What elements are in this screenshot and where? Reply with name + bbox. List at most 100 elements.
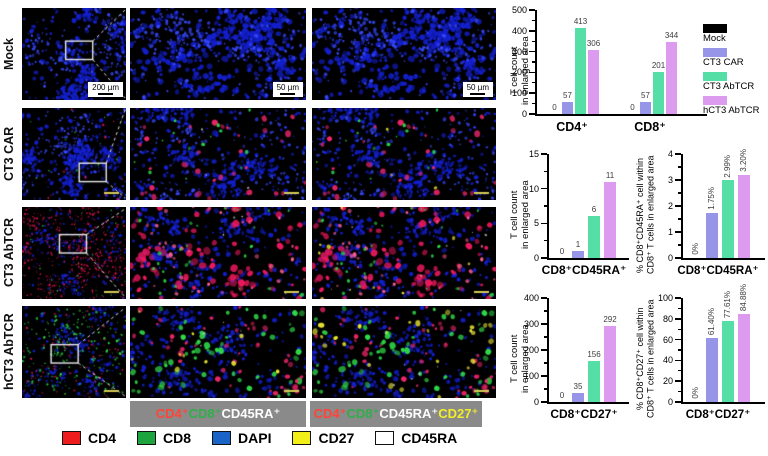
legend-label: hCT3 AbTCR <box>703 105 760 116</box>
bar-value-label: 11 <box>605 170 615 180</box>
y-tick-label: 2 <box>667 201 673 211</box>
y-tick-major <box>675 380 681 382</box>
y-tick-label: 0 <box>667 253 673 263</box>
stain-legend-label: CD4 <box>88 430 117 446</box>
y-tick-minor <box>678 391 682 393</box>
y-tick-label: 100 <box>657 293 673 303</box>
row-label-hct3-abtcr: hCT3 AbTCR <box>2 313 16 391</box>
y-tick-label: 0 <box>533 253 539 263</box>
y-tick-minor <box>678 244 682 246</box>
bar-hct3-abtcr <box>738 174 750 258</box>
y-tick-label: 1 <box>667 227 673 237</box>
bar-ct3-car <box>706 338 718 402</box>
stain-legend-label: CD8 <box>163 430 192 446</box>
bar-value-label: 1.75% <box>707 186 716 210</box>
dapi-color-swatch <box>212 431 232 445</box>
y-tick-label: 100 <box>511 88 527 99</box>
y-tick-major <box>529 71 535 74</box>
bar-ct3-car <box>572 392 584 402</box>
bar-ct3-car <box>572 251 584 258</box>
bar-value-label: 344 <box>664 31 679 41</box>
channel-label: CD8⁺ <box>346 406 380 421</box>
channel-label: CD8⁺ <box>188 406 222 421</box>
ct3abtcr-enlarged-1-image <box>130 207 306 299</box>
bar-value-label: 306 <box>586 39 601 49</box>
channel-label: CD4⁺ <box>155 406 189 421</box>
bar-value-label: 0 <box>559 247 565 256</box>
chart-pct-cd8-cd45ra: % CD8⁺CD45RA⁺ cell within CD8⁺ T cells i… <box>635 149 768 294</box>
hct3abtcr-enlarged-2-image <box>312 306 496 398</box>
cd45ra-color-swatch <box>375 431 395 445</box>
ct3car-overview-image <box>22 108 126 200</box>
y-tick-label: 400 <box>523 293 539 303</box>
y-tick-label: 3 <box>667 175 673 185</box>
hct3abtcr-enlarged-1-image <box>130 306 306 398</box>
y-tick-minor <box>678 192 682 194</box>
y-tick-major <box>541 153 547 155</box>
bar-value-label: 0% <box>691 387 700 399</box>
y-tick-label: 500 <box>511 5 527 15</box>
y-tick-major <box>675 401 681 403</box>
ct3car-enlarged-2-image <box>312 108 496 200</box>
row-label-mock: Mock <box>2 38 16 70</box>
bar-value-label: 201 <box>651 61 666 71</box>
legend-item-ct3-car: CT3 CAR <box>703 48 760 68</box>
micrograph-ct3abtcr-enlarged-1 <box>130 207 306 299</box>
y-tick-label: 0 <box>521 109 527 119</box>
chart-t-cell-count-cd8-cd45ra: T cell count in enlarged area 0 5 10 15 0 1 6 11… <box>505 149 635 294</box>
y-tick-major <box>675 153 681 155</box>
channel-label: CD45RA⁺ <box>221 406 281 421</box>
bar-value-label: 1 <box>575 240 581 250</box>
bar-ct3-abtcr <box>722 180 734 258</box>
stain-legend-item-cd8: CD8 <box>137 430 191 446</box>
bar-ct3-abtcr <box>653 72 664 114</box>
y-tick-major <box>541 187 547 190</box>
legend-item-hct3-abtcr: hCT3 AbTCR <box>703 96 760 116</box>
y-tick-label: 200 <box>523 345 539 355</box>
y-tick-label: 15 <box>528 149 539 159</box>
y-tick-minor <box>544 388 548 390</box>
legend-swatch <box>703 72 727 81</box>
micrograph-ct3car-enlarged-1 <box>130 108 306 200</box>
legend-swatch <box>703 24 727 33</box>
micrograph-ct3abtcr-overview <box>22 207 126 299</box>
y-tick-major <box>675 318 681 320</box>
y-tick-major <box>675 257 681 259</box>
bar-value-label: 0 <box>552 103 557 112</box>
scale-bar-line <box>98 93 114 95</box>
bar-hct3-abtcr <box>738 313 750 402</box>
y-tick-label: 20 <box>662 376 673 387</box>
y-tick-major <box>529 9 535 11</box>
x-category-label: CD8⁺CD45RA⁺ <box>541 263 627 277</box>
chart-pct-cd8-cd27: % CD8⁺CD27⁺ cell within CD8⁺ T cells in … <box>635 284 768 438</box>
y-tick-minor <box>544 170 548 172</box>
x-category-label: CD4⁺ <box>556 120 588 134</box>
scale-bar-label: 50 µm <box>466 83 489 92</box>
cd8-color-swatch <box>137 431 157 445</box>
bar-value-label: 2.99% <box>723 154 732 178</box>
channel-label: CD45RA⁺ <box>379 406 439 421</box>
plot-area: 0 20 40 60 80 100 0% 61.40% 77.61% 84.88% <box>658 284 765 407</box>
y-tick-label: 300 <box>523 319 539 329</box>
y-tick-minor <box>544 362 548 364</box>
micrograph-mock-overview: 200 µm <box>22 8 126 100</box>
bar-ct3-car <box>562 102 573 114</box>
bar-value-label: 292 <box>603 315 617 325</box>
cd27-color-swatch <box>292 431 312 445</box>
y-tick-major <box>541 349 547 351</box>
y-tick-minor <box>544 240 548 242</box>
y-tick-label: 10 <box>528 183 539 194</box>
y-tick-major <box>541 375 547 377</box>
plot-area: 0 100 200 300 400 500 0 57 413 306 0 57 201 344 <box>512 5 707 119</box>
y-tick-minor <box>678 166 682 168</box>
y-tick-major <box>675 297 681 299</box>
y-tick-major <box>529 92 535 94</box>
y-tick-minor <box>532 82 536 84</box>
bar-value-label: 0% <box>691 243 700 255</box>
bar-ct3-car <box>706 212 718 258</box>
channel-label: CD4⁺ <box>313 406 347 421</box>
scale-bar-line <box>280 93 296 95</box>
y-tick-major <box>529 113 535 115</box>
cd4-color-swatch <box>62 431 81 445</box>
bar-hct3-abtcr <box>604 181 616 258</box>
